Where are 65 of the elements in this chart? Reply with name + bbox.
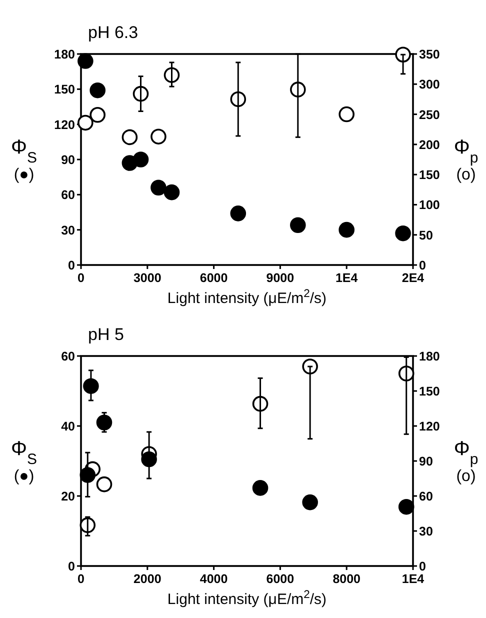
point [90,82,106,98]
y-axis-title: Φ$_{S}$ (●) [11,136,37,184]
y2-tick-label: 350 [419,48,440,62]
y2-tick-label: 60 [419,490,433,504]
y-tick-label: 180 [54,48,76,62]
point [252,480,268,496]
x-axis-title: Light intensity (μE/m$^{2}$/s) [167,288,327,307]
y2-tick-label: 30 [419,524,433,538]
y-tick-label: 30 [61,223,76,238]
y-tick-label: 60 [61,188,76,202]
chart-title: pH 5 [88,325,124,344]
point [338,106,354,122]
point [164,184,180,200]
x-tick-label: 1E4 [335,271,358,285]
point [230,206,246,222]
x-axis-title: Light intensity (μE/m$^{2}$/s) [167,589,327,608]
y2-tick-label: 100 [419,198,440,212]
y-tick-label: 0 [68,258,76,272]
y-tick-label: 20 [61,490,76,504]
x-tick-label: 1E4 [402,572,424,586]
point [150,180,166,196]
x-tick-label: 2000 [133,572,162,586]
point [78,114,94,131]
y2-tick-label: 180 [419,350,440,364]
y2-tick-label: 50 [419,228,433,242]
chart-title: pH 6.3 [88,23,138,42]
y2-tick-label: 250 [419,108,440,122]
point [338,222,354,238]
y-tick-label: 60 [61,350,76,364]
x-tick-label: 6000 [266,572,294,586]
y2-tick-label: 0 [419,258,426,272]
point [290,217,306,234]
y2-tick-label: 120 [419,420,440,434]
x-tick-label: 0 [78,572,85,586]
x-tick-label: 9000 [266,271,294,285]
y2-tick-label: 150 [419,168,440,182]
y2-tick-label: 200 [419,138,440,152]
point [150,128,166,144]
x-tick-label: 2E4 [402,271,424,285]
point [96,476,112,492]
x-tick-label: 8000 [332,572,361,586]
y-tick-label: 0 [68,560,76,574]
point [78,53,94,69]
point [302,494,318,510]
point [122,129,138,146]
x-tick-label: 4000 [200,572,228,586]
y2-tick-label: 90 [419,454,433,468]
y-tick-label: 40 [61,420,76,434]
y-tick-label: 120 [54,118,76,132]
point [132,152,149,168]
x-tick-label: 3000 [133,271,162,285]
y2-axis-title: Φ$_{p}$ (o) [454,136,478,184]
point [398,498,414,515]
point [395,225,411,242]
y-tick-label: 90 [61,153,76,167]
y2-tick-label: 0 [419,560,426,574]
point [83,378,99,394]
y2-tick-label: 150 [419,384,440,398]
point [90,106,106,123]
x-tick-label: 0 [78,271,85,285]
y-tick-label: 150 [54,82,76,97]
y2-tick-label: 300 [419,78,440,92]
y-axis-title: Φ$_{S}$ (●) [11,438,37,485]
y2-axis-title: Φ$_{p}$ (o) [454,438,478,485]
x-tick-label: 6000 [200,271,228,285]
